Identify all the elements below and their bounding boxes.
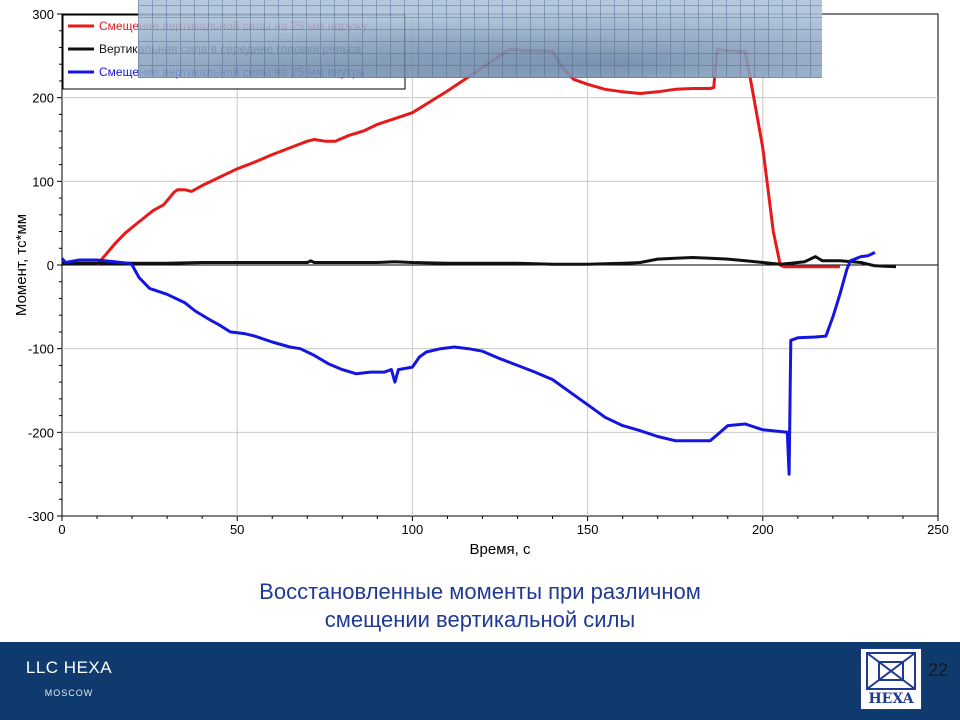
hexa-logo-icon	[866, 652, 916, 690]
y-tick-label: 300	[32, 7, 54, 22]
x-tick-label: 50	[230, 522, 244, 537]
y-axis-label: Момент, тс*мм	[13, 214, 30, 316]
x-tick-label: 200	[752, 522, 774, 537]
x-tick-label: 100	[402, 522, 424, 537]
y-tick-label: 100	[32, 174, 54, 189]
x-tick-label: 150	[577, 522, 599, 537]
y-tick-label: -200	[28, 425, 54, 440]
footer-mesh-image	[138, 0, 822, 78]
series-line-2	[62, 255, 897, 269]
brand-name: LLC HEXA	[25, 658, 113, 677]
hexa-logo: HEXA	[860, 648, 922, 710]
footer-bar	[0, 642, 960, 720]
brand-city: MOSCOW	[44, 688, 94, 698]
x-tick-label: 250	[927, 522, 949, 537]
hexa-logo-text: HEXA	[868, 691, 914, 707]
series-line-3	[60, 251, 876, 476]
footer-mesh-shading	[138, 0, 822, 78]
caption-line-2: смещении вертикальной силы	[324, 607, 636, 632]
y-tick-label: 0	[47, 258, 54, 273]
y-tick-label: -300	[28, 509, 54, 524]
y-tick-label: -100	[28, 342, 54, 357]
x-tick-label: 0	[58, 522, 65, 537]
x-axis-label: Время, с	[470, 541, 531, 558]
page-number: 22	[928, 660, 949, 680]
moment-chart: 0 50 100 150 200 250 -300 -200 -100 0 100 200 300 Вре…	[13, 7, 949, 558]
caption-line-1: Восстановленные моменты при различном	[259, 579, 701, 604]
y-tick-label: 200	[32, 91, 54, 106]
